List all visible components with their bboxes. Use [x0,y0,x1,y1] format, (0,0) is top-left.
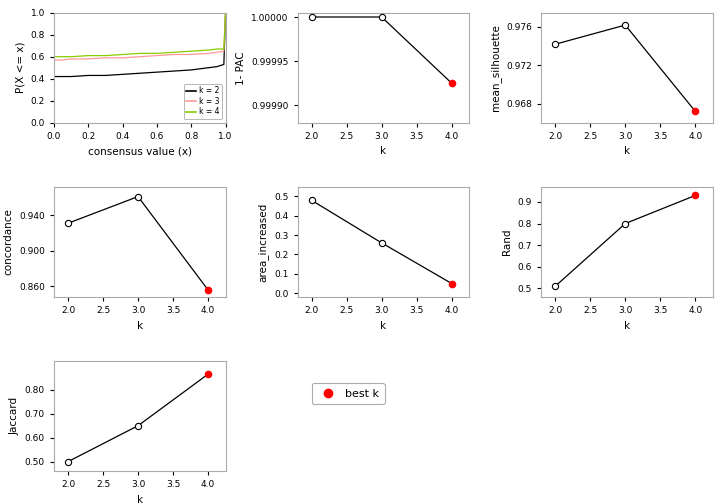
Legend: k = 2, k = 3, k = 4: k = 2, k = 3, k = 4 [184,84,222,119]
X-axis label: k: k [624,321,630,331]
Legend: best k: best k [312,383,384,404]
Y-axis label: Jaccard: Jaccard [9,397,19,435]
Y-axis label: P(X <= x): P(X <= x) [15,42,25,93]
X-axis label: k: k [137,495,143,504]
X-axis label: consensus value (x): consensus value (x) [88,147,192,156]
X-axis label: k: k [624,147,630,156]
Y-axis label: Rand: Rand [503,229,512,255]
X-axis label: k: k [137,321,143,331]
Y-axis label: concordance: concordance [4,209,14,275]
X-axis label: k: k [380,321,387,331]
Y-axis label: mean_silhouette: mean_silhouette [490,24,501,111]
Y-axis label: area_increased: area_increased [258,202,269,282]
X-axis label: k: k [380,147,387,156]
Y-axis label: 1- PAC: 1- PAC [235,51,246,85]
